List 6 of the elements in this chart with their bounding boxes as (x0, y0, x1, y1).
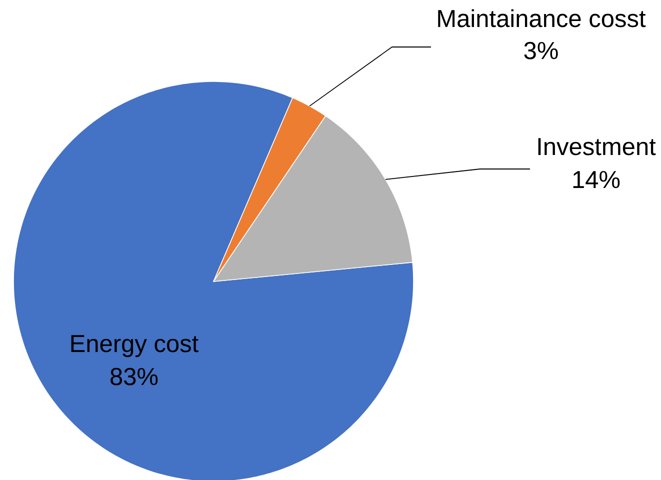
slice-label: Investment (538, 138, 656, 156)
slice-label: Maintainance cosst (438, 9, 646, 28)
data-label: 3% (524, 42, 558, 60)
slice-label: Energy cost (71, 335, 198, 358)
data-label: 83% (110, 368, 158, 386)
data-label: 14% (573, 171, 620, 188)
